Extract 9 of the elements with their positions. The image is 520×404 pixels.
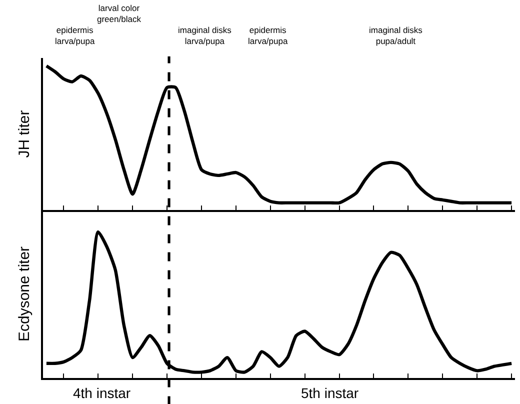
y-axis-title: Ecdysone titer [16, 246, 33, 342]
text: imaginal disks pupa/adult [369, 25, 422, 46]
text: 5th instar [301, 385, 359, 401]
y-axis-title: JH titer [16, 110, 33, 158]
text: 4th instar [73, 385, 131, 401]
text: epidermis larva/pupa [55, 25, 95, 46]
text: imaginal disks larva/pupa [178, 25, 232, 46]
text: larval color green/black [97, 3, 142, 24]
text: epidermis larva/pupa [248, 25, 288, 46]
